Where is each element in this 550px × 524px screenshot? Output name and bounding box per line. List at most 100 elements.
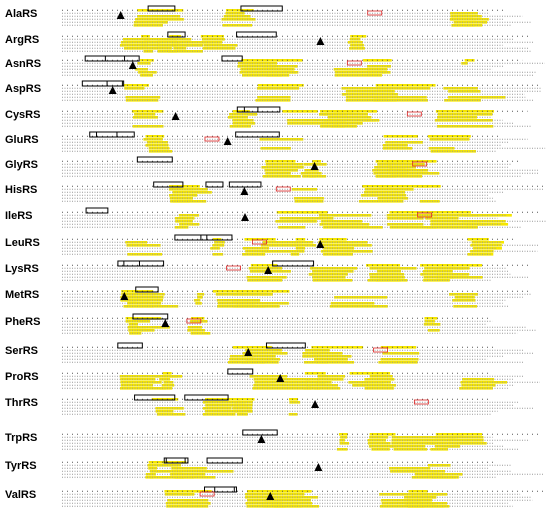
triangle bbox=[276, 374, 285, 382]
highlight bbox=[430, 448, 449, 451]
highlight bbox=[376, 175, 397, 178]
highlight bbox=[423, 279, 450, 282]
highlight bbox=[380, 346, 417, 349]
highlight bbox=[321, 250, 373, 253]
panel-label: TrpRS bbox=[5, 432, 37, 444]
highlight bbox=[449, 18, 489, 21]
triangle bbox=[120, 292, 129, 300]
highlight bbox=[329, 305, 388, 308]
highlight bbox=[195, 302, 202, 305]
highlight bbox=[205, 404, 253, 407]
highlight bbox=[203, 401, 246, 404]
highlight bbox=[420, 273, 468, 276]
highlight bbox=[302, 352, 321, 355]
highlight bbox=[123, 84, 149, 87]
highlight bbox=[434, 119, 493, 122]
highlight bbox=[137, 9, 184, 12]
motif-box bbox=[81, 80, 123, 87]
motif-box bbox=[184, 394, 229, 401]
panel-label: LeuRS bbox=[5, 237, 40, 249]
highlight bbox=[405, 502, 437, 505]
highlight bbox=[427, 464, 451, 467]
highlight bbox=[387, 160, 410, 163]
highlight bbox=[201, 38, 225, 41]
highlight bbox=[323, 113, 368, 116]
highlight bbox=[257, 84, 304, 87]
highlight bbox=[168, 194, 198, 197]
highlight bbox=[168, 188, 208, 191]
motif-box bbox=[167, 31, 186, 38]
highlight bbox=[460, 381, 508, 384]
highlight bbox=[361, 194, 407, 197]
red-box bbox=[199, 491, 215, 497]
motif-box bbox=[106, 80, 125, 87]
highlight bbox=[242, 247, 269, 250]
motif-box bbox=[89, 131, 135, 138]
panel-label: AlaRS bbox=[5, 8, 37, 20]
highlight bbox=[148, 150, 173, 153]
red-box bbox=[413, 399, 429, 405]
highlight bbox=[265, 160, 296, 163]
highlight bbox=[462, 220, 506, 223]
highlight bbox=[252, 387, 312, 390]
highlight bbox=[127, 326, 170, 329]
motif-box bbox=[236, 31, 277, 38]
highlight bbox=[407, 496, 436, 499]
highlight bbox=[163, 381, 174, 384]
red-box bbox=[367, 10, 383, 16]
highlight bbox=[450, 436, 484, 439]
red-box bbox=[275, 186, 291, 192]
highlight bbox=[389, 226, 437, 229]
panel-label: IleRS bbox=[5, 210, 33, 222]
highlight bbox=[364, 387, 394, 390]
highlight bbox=[450, 15, 482, 18]
highlight bbox=[386, 214, 438, 217]
highlight bbox=[137, 15, 181, 18]
highlight bbox=[385, 141, 424, 144]
highlight bbox=[140, 74, 154, 77]
highlight bbox=[364, 188, 414, 191]
highlight bbox=[229, 113, 258, 116]
highlight bbox=[141, 35, 150, 38]
highlight bbox=[424, 267, 465, 270]
panel-label: CysRS bbox=[5, 109, 40, 121]
highlight bbox=[119, 44, 177, 47]
highlight bbox=[305, 381, 326, 384]
highlight bbox=[293, 197, 324, 200]
highlight bbox=[264, 169, 299, 172]
motif-box bbox=[205, 181, 224, 188]
highlight bbox=[429, 214, 480, 217]
highlight bbox=[156, 413, 186, 416]
highlight bbox=[319, 223, 370, 226]
motif-box bbox=[165, 457, 186, 464]
highlight bbox=[261, 250, 297, 253]
highlight bbox=[424, 317, 438, 320]
highlight bbox=[202, 413, 236, 416]
highlight bbox=[407, 505, 450, 508]
motif-box bbox=[235, 131, 280, 138]
panel-label: LysRS bbox=[5, 263, 39, 275]
motif-box bbox=[123, 260, 165, 267]
highlight bbox=[450, 12, 479, 15]
highlight bbox=[260, 147, 291, 150]
highlight bbox=[249, 375, 288, 378]
highlight bbox=[288, 413, 298, 416]
highlight bbox=[313, 358, 348, 361]
highlight bbox=[430, 220, 481, 223]
highlight bbox=[143, 50, 154, 53]
highlight bbox=[428, 147, 455, 150]
highlight bbox=[125, 241, 148, 244]
triangle bbox=[171, 112, 180, 120]
highlight bbox=[120, 381, 162, 384]
highlight bbox=[175, 473, 206, 476]
highlight bbox=[324, 119, 380, 122]
highlight bbox=[275, 220, 317, 223]
panel-label: ArgRS bbox=[5, 34, 39, 46]
motif-box bbox=[153, 181, 184, 188]
highlight bbox=[179, 470, 234, 473]
triangle bbox=[314, 463, 323, 471]
highlight bbox=[435, 110, 494, 113]
triangle bbox=[241, 213, 250, 221]
highlight bbox=[379, 185, 429, 188]
